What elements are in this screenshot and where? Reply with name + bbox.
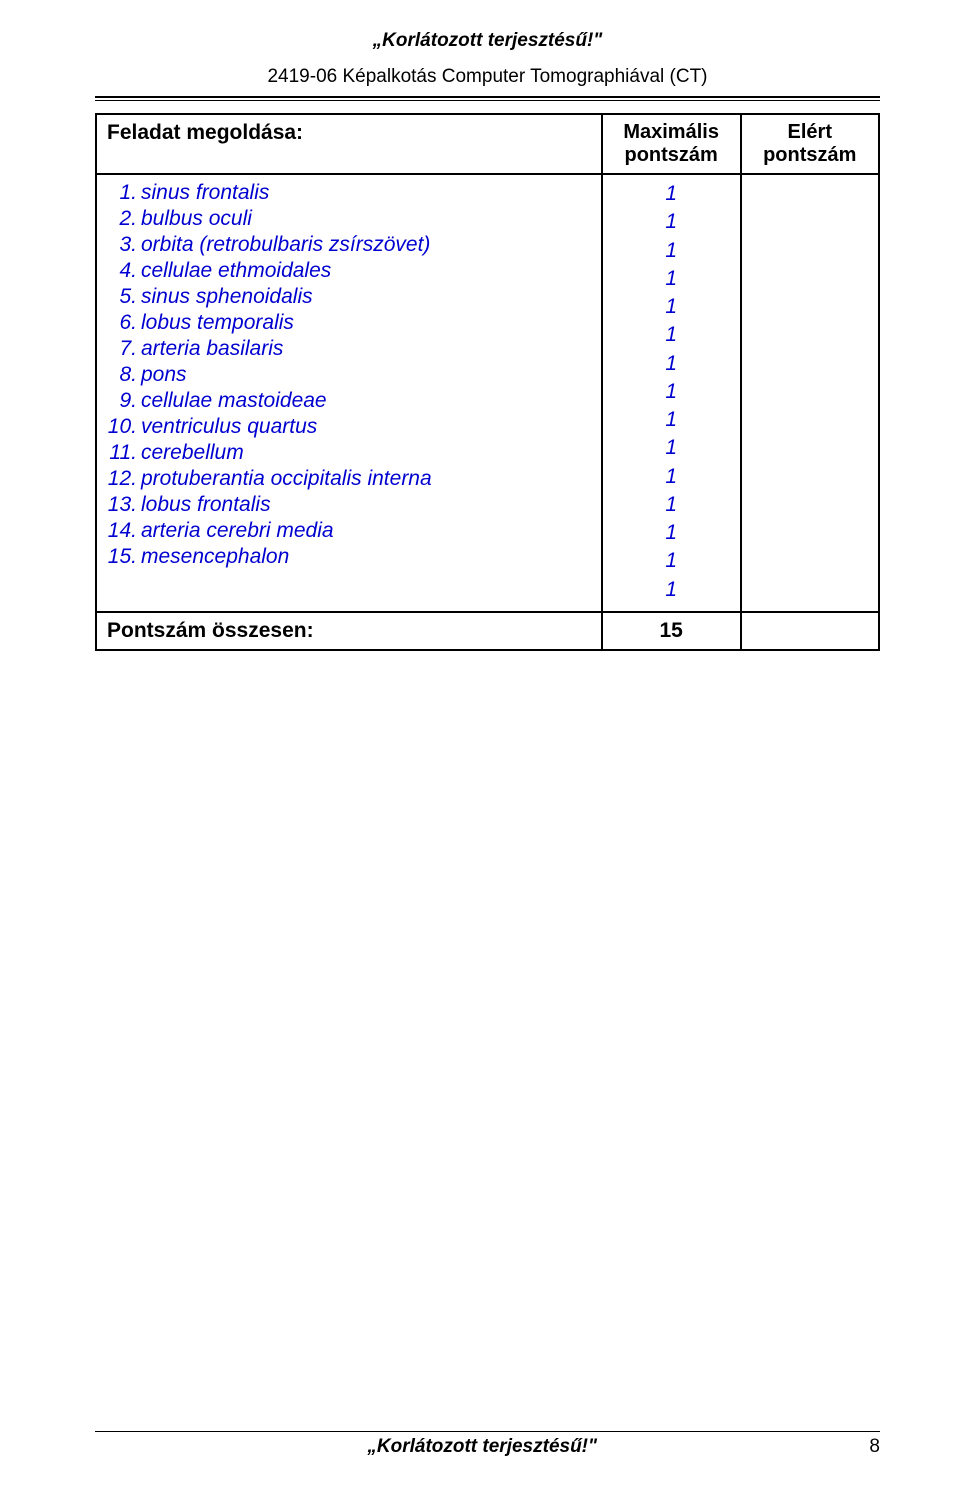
list-item: cellulae ethmoidales	[141, 259, 591, 283]
footer-rule	[95, 1431, 880, 1432]
table-total-row: Pontszám összesen: 15	[96, 612, 879, 650]
point-value: 1	[613, 520, 730, 546]
point-value: 1	[613, 181, 730, 207]
achieved-cell	[741, 174, 879, 612]
point-value: 1	[613, 379, 730, 405]
total-label: Pontszám összesen:	[96, 612, 602, 650]
footer-page-number: 8	[869, 1436, 880, 1458]
list-item: arteria basilaris	[141, 337, 591, 361]
list-item: pons	[141, 363, 591, 387]
page-footer: „Korlátozott terjesztésű!" 8	[95, 1431, 880, 1458]
list-item: orbita (retrobulbaris zsírszövet)	[141, 233, 591, 257]
list-item: mesencephalon	[141, 545, 591, 569]
list-item: lobus temporalis	[141, 311, 591, 335]
col-header-achieved: Elért pontszám	[741, 114, 879, 174]
list-item: sinus frontalis	[141, 181, 591, 205]
total-achieved-cell	[741, 612, 879, 650]
list-item: cellulae mastoideae	[141, 389, 591, 413]
point-value: 1	[613, 294, 730, 320]
point-value: 1	[613, 209, 730, 235]
page: „Korlátozott terjesztésű!" 2419-06 Képal…	[0, 0, 960, 1496]
col-header-max: Maximális pontszám	[602, 114, 741, 174]
table-header-row: Feladat megoldása: Maximális pontszám El…	[96, 114, 879, 174]
list-item: arteria cerebri media	[141, 519, 591, 543]
point-value: 1	[613, 238, 730, 264]
total-value: 15	[602, 612, 741, 650]
list-item: bulbus oculi	[141, 207, 591, 231]
score-table: Feladat megoldása: Maximális pontszám El…	[95, 113, 880, 651]
footer-row: „Korlátozott terjesztésű!" 8	[95, 1436, 880, 1458]
header-rule-thick	[95, 96, 880, 98]
point-value: 1	[613, 322, 730, 348]
header-rule-thin	[95, 100, 880, 101]
point-value: 1	[613, 464, 730, 490]
point-value: 1	[613, 492, 730, 518]
list-item: cerebellum	[141, 441, 591, 465]
point-value: 1	[613, 407, 730, 433]
header-restricted: „Korlátozott terjesztésű!"	[95, 30, 880, 52]
point-value: 1	[613, 351, 730, 377]
point-value: 1	[613, 435, 730, 461]
list-item: ventriculus quartus	[141, 415, 591, 439]
items-cell: sinus frontalis bulbus oculi orbita (ret…	[96, 174, 602, 612]
table-body-row: sinus frontalis bulbus oculi orbita (ret…	[96, 174, 879, 612]
footer-restricted: „Korlátozott terjesztésű!"	[367, 1436, 597, 1458]
points-cell: 1 1 1 1 1 1 1 1 1 1 1 1 1 1 1	[602, 174, 741, 612]
header-title: 2419-06 Képalkotás Computer Tomographiáv…	[95, 66, 880, 88]
answer-list: sinus frontalis bulbus oculi orbita (ret…	[107, 181, 591, 569]
point-value: 1	[613, 266, 730, 292]
col-header-task: Feladat megoldása:	[96, 114, 602, 174]
list-item: sinus sphenoidalis	[141, 285, 591, 309]
list-item: lobus frontalis	[141, 493, 591, 517]
point-value: 1	[613, 548, 730, 574]
list-item: protuberantia occipitalis interna	[141, 467, 591, 491]
point-value: 1	[613, 577, 730, 603]
